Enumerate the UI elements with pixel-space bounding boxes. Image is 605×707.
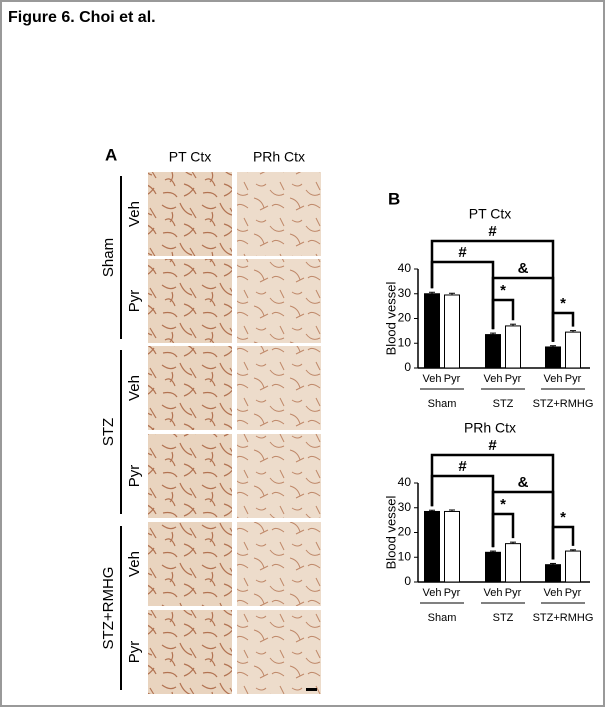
panel-label: A — [105, 145, 117, 164]
chart-title: PT Ctx — [469, 206, 512, 222]
group-label: STZ — [100, 418, 117, 446]
bar-label: Pyr — [565, 373, 582, 385]
y-tick-label: 10 — [398, 335, 412, 349]
y-tick-label: 30 — [398, 500, 412, 514]
significance-label: # — [458, 244, 467, 261]
bar — [505, 543, 521, 583]
significance-label: * — [500, 496, 506, 513]
bar — [424, 510, 440, 583]
micrograph — [237, 259, 321, 343]
group-label: STZ — [493, 612, 514, 624]
scale-bar — [306, 688, 317, 691]
significance-label: # — [488, 223, 497, 240]
bar-label: Veh — [544, 373, 563, 385]
bar — [565, 331, 581, 369]
panel-label: B — [388, 189, 400, 208]
micrograph — [148, 522, 232, 606]
row-label: Pyr — [126, 290, 143, 313]
bar-label: Veh — [423, 587, 442, 599]
bar — [444, 294, 460, 369]
bar — [545, 564, 561, 583]
group-label: STZ — [493, 398, 514, 410]
significance-bracket — [430, 474, 495, 548]
row-label: Pyr — [126, 465, 143, 488]
chart-title: PRh Ctx — [464, 420, 516, 436]
significance-bracket — [551, 525, 575, 560]
significance-label: * — [560, 509, 566, 526]
bar — [565, 550, 581, 583]
bar — [485, 334, 501, 369]
significance-label: & — [518, 474, 529, 491]
micrograph — [148, 610, 232, 694]
y-tick-label: 40 — [398, 261, 412, 275]
micrograph — [148, 172, 232, 256]
y-tick-label: 20 — [398, 311, 412, 325]
micrograph — [148, 434, 232, 518]
bar-label: Veh — [544, 587, 563, 599]
bar-label: Pyr — [444, 587, 461, 599]
y-tick-label: 0 — [404, 360, 411, 374]
bar-label: Pyr — [505, 373, 522, 385]
bar-label: Veh — [484, 587, 503, 599]
significance-label: # — [458, 458, 467, 475]
significance-label: * — [500, 282, 506, 299]
figure-title: Figure 6. Choi et al. — [8, 9, 156, 26]
significance-bracket — [430, 260, 495, 330]
micrograph — [237, 522, 321, 606]
significance-label: & — [518, 260, 529, 277]
row-label: Pyr — [126, 641, 143, 664]
y-axis-label: Blood vessel — [383, 282, 398, 356]
micrograph — [148, 346, 232, 430]
column-header: PRh Ctx — [253, 149, 305, 165]
micrograph-grid: Sham Veh Pyr STZ Veh Pyr STZ+RMHG Veh Pyr — [100, 172, 321, 694]
bar — [505, 325, 521, 369]
bar — [485, 551, 501, 583]
bar — [444, 510, 460, 583]
y-tick-label: 30 — [398, 286, 412, 300]
significance-bracket — [491, 298, 515, 330]
significance-label: # — [488, 437, 497, 454]
micrograph — [237, 434, 321, 518]
y-tick-label: 0 — [404, 574, 411, 588]
bar — [424, 293, 440, 369]
significance-bracket — [491, 512, 515, 548]
group-label: STZ+RMHG — [533, 612, 594, 624]
bar-label: Veh — [484, 373, 503, 385]
group-label: STZ+RMHG — [100, 567, 117, 650]
micrograph — [237, 610, 321, 694]
bar-label: Veh — [423, 373, 442, 385]
bar-label: Pyr — [565, 587, 582, 599]
y-tick-label: 20 — [398, 525, 412, 539]
group-label: Sham — [428, 398, 457, 410]
y-tick-label: 10 — [398, 549, 412, 563]
group-label: Sham — [100, 238, 117, 277]
micrograph — [237, 172, 321, 256]
significance-label: * — [560, 295, 566, 312]
y-tick-label: 40 — [398, 475, 412, 489]
group-label: STZ+RMHG — [533, 398, 594, 410]
significance-bracket — [551, 311, 575, 342]
bar — [545, 346, 561, 369]
bar-label: Pyr — [444, 373, 461, 385]
row-label: Veh — [126, 375, 143, 401]
row-label: Veh — [126, 201, 143, 227]
column-header: PT Ctx — [169, 149, 212, 165]
group-label: Sham — [428, 612, 457, 624]
row-label: Veh — [126, 551, 143, 577]
bar-label: Pyr — [505, 587, 522, 599]
y-axis-label: Blood vessel — [383, 496, 398, 570]
micrograph — [237, 346, 321, 430]
micrograph — [148, 259, 232, 343]
